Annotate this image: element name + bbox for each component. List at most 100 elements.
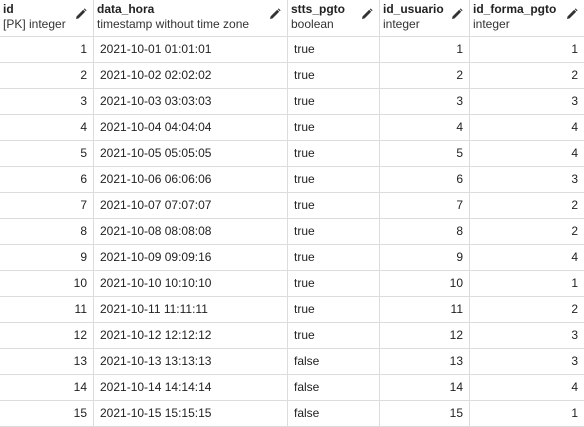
cell-id-forma-pgto[interactable]: 3 bbox=[571, 354, 578, 368]
cell-id[interactable]: 10 bbox=[0, 271, 94, 296]
cell-id-forma-pgto[interactable]: 2 bbox=[571, 302, 578, 316]
cell-id-usuario[interactable]: 7 bbox=[380, 193, 470, 218]
cell-id-usuario[interactable]: 10 bbox=[380, 271, 470, 296]
cell-id-forma-pgto[interactable]: 2 bbox=[571, 198, 578, 212]
cell-data-hora[interactable]: 2021-10-09 09:09:16 bbox=[94, 245, 288, 270]
cell-data-hora[interactable]: 2021-10-04 04:04:04 bbox=[94, 115, 288, 140]
edit-pencil-icon[interactable] bbox=[451, 8, 463, 20]
cell-data-hora[interactable]: 2021-10-05 05:05:05 bbox=[94, 141, 288, 166]
cell-id[interactable]: 9 bbox=[0, 245, 94, 270]
table-row: 14 2021-10-14 14:14:14 false 14 4 bbox=[0, 375, 584, 401]
cell-stts-pgto[interactable]: true bbox=[288, 141, 380, 166]
cell-id[interactable]: 1 bbox=[0, 37, 94, 62]
cell-id-forma-pgto[interactable]: 3 bbox=[571, 94, 578, 108]
cell-stts-pgto[interactable]: true bbox=[288, 297, 380, 322]
column-type: integer bbox=[383, 17, 420, 31]
cell-id-usuario[interactable]: 6 bbox=[380, 167, 470, 192]
cell-id-forma-pgto[interactable]: 2 bbox=[571, 68, 578, 82]
cell-stts-pgto[interactable]: true bbox=[288, 193, 380, 218]
cell-data-hora[interactable]: 2021-10-07 07:07:07 bbox=[94, 193, 288, 218]
cell-id-usuario[interactable]: 11 bbox=[380, 297, 470, 322]
cell-id-usuario[interactable]: 8 bbox=[380, 219, 470, 244]
cell-id[interactable]: 14 bbox=[0, 375, 94, 400]
table-row: 8 2021-10-08 08:08:08 true 8 2 bbox=[0, 219, 584, 245]
cell-id-forma-pgto[interactable]: 4 bbox=[571, 380, 578, 394]
cell-id-forma-pgto[interactable]: 4 bbox=[571, 120, 578, 134]
cell-data-hora[interactable]: 2021-10-03 03:03:03 bbox=[94, 89, 288, 114]
table-row: 2 2021-10-02 02:02:02 true 2 2 bbox=[0, 63, 584, 89]
cell-id-usuario[interactable]: 14 bbox=[380, 375, 470, 400]
table-row: 10 2021-10-10 10:10:10 true 10 1 bbox=[0, 271, 584, 297]
cell-data-hora[interactable]: 2021-10-12 12:12:12 bbox=[94, 323, 288, 348]
cell-id-usuario[interactable]: 9 bbox=[380, 245, 470, 270]
table-row: 7 2021-10-07 07:07:07 true 7 2 bbox=[0, 193, 584, 219]
column-name: id bbox=[3, 2, 14, 16]
cell-data-hora[interactable]: 2021-10-15 15:15:15 bbox=[94, 401, 288, 426]
cell-id-forma-pgto[interactable]: 3 bbox=[571, 328, 578, 342]
edit-pencil-icon[interactable] bbox=[75, 8, 87, 20]
cell-id[interactable]: 8 bbox=[0, 219, 94, 244]
cell-data-hora[interactable]: 2021-10-13 13:13:13 bbox=[94, 349, 288, 374]
cell-stts-pgto[interactable]: true bbox=[288, 115, 380, 140]
cell-stts-pgto[interactable]: true bbox=[288, 323, 380, 348]
cell-stts-pgto[interactable]: true bbox=[288, 271, 380, 296]
cell-id[interactable]: 7 bbox=[0, 193, 94, 218]
cell-data-hora[interactable]: 2021-10-14 14:14:14 bbox=[94, 375, 288, 400]
cell-stts-pgto[interactable]: false bbox=[288, 349, 380, 374]
cell-data-hora[interactable]: 2021-10-06 06:06:06 bbox=[94, 167, 288, 192]
cell-id-usuario[interactable]: 13 bbox=[380, 349, 470, 374]
cell-stts-pgto[interactable]: true bbox=[288, 219, 380, 244]
cell-stts-pgto[interactable]: true bbox=[288, 89, 380, 114]
cell-stts-pgto[interactable]: true bbox=[288, 245, 380, 270]
table-row: 15 2021-10-15 15:15:15 false 15 1 bbox=[0, 401, 584, 427]
table-row: 3 2021-10-03 03:03:03 true 3 3 bbox=[0, 89, 584, 115]
cell-data-hora[interactable]: 2021-10-11 11:11:11 bbox=[94, 297, 288, 322]
cell-stts-pgto[interactable]: true bbox=[288, 63, 380, 88]
cell-id-usuario[interactable]: 12 bbox=[380, 323, 470, 348]
cell-id-usuario[interactable]: 2 bbox=[380, 63, 470, 88]
cell-id-usuario[interactable]: 5 bbox=[380, 141, 470, 166]
cell-stts-pgto[interactable]: true bbox=[288, 37, 380, 62]
cell-id-forma-pgto[interactable]: 4 bbox=[571, 250, 578, 264]
column-header-data-hora[interactable]: data_hora timestamp without time zone bbox=[94, 0, 288, 36]
cell-id[interactable]: 4 bbox=[0, 115, 94, 140]
cell-id-forma-pgto[interactable]: 1 bbox=[571, 42, 578, 56]
column-header-id[interactable]: id [PK] integer bbox=[0, 0, 94, 36]
column-header-id-forma-pgto[interactable]: id_forma_pgto integer bbox=[470, 0, 584, 36]
edit-pencil-icon[interactable] bbox=[269, 8, 281, 20]
cell-id-forma-pgto[interactable]: 4 bbox=[571, 146, 578, 160]
cell-id[interactable]: 5 bbox=[0, 141, 94, 166]
edit-pencil-icon[interactable] bbox=[361, 8, 373, 20]
column-header-stts-pgto[interactable]: stts_pgto boolean bbox=[288, 0, 380, 36]
cell-id-forma-pgto[interactable]: 1 bbox=[571, 406, 578, 420]
cell-data-hora[interactable]: 2021-10-08 08:08:08 bbox=[94, 219, 288, 244]
column-type: boolean bbox=[291, 17, 334, 31]
cell-data-hora[interactable]: 2021-10-02 02:02:02 bbox=[94, 63, 288, 88]
cell-id[interactable]: 12 bbox=[0, 323, 94, 348]
cell-id[interactable]: 15 bbox=[0, 401, 94, 426]
cell-id[interactable]: 2 bbox=[0, 63, 94, 88]
table-row: 12 2021-10-12 12:12:12 true 12 3 bbox=[0, 323, 584, 349]
table-row: 9 2021-10-09 09:09:16 true 9 4 bbox=[0, 245, 584, 271]
cell-data-hora[interactable]: 2021-10-10 10:10:10 bbox=[94, 271, 288, 296]
cell-id-forma-pgto[interactable]: 3 bbox=[571, 172, 578, 186]
cell-stts-pgto[interactable]: false bbox=[288, 375, 380, 400]
table-row: 5 2021-10-05 05:05:05 true 5 4 bbox=[0, 141, 584, 167]
cell-id-usuario[interactable]: 4 bbox=[380, 115, 470, 140]
cell-id-usuario[interactable]: 15 bbox=[380, 401, 470, 426]
cell-id-usuario[interactable]: 1 bbox=[380, 37, 470, 62]
cell-id[interactable]: 6 bbox=[0, 167, 94, 192]
cell-data-hora[interactable]: 2021-10-01 01:01:01 bbox=[94, 37, 288, 62]
column-type: [PK] integer bbox=[3, 17, 66, 31]
column-type: integer bbox=[473, 17, 510, 31]
cell-id[interactable]: 3 bbox=[0, 89, 94, 114]
cell-stts-pgto[interactable]: false bbox=[288, 401, 380, 426]
cell-id-usuario[interactable]: 3 bbox=[380, 89, 470, 114]
cell-id[interactable]: 11 bbox=[0, 297, 94, 322]
column-header-id-usuario[interactable]: id_usuario integer bbox=[380, 0, 470, 36]
cell-id-forma-pgto[interactable]: 2 bbox=[571, 224, 578, 238]
cell-stts-pgto[interactable]: true bbox=[288, 167, 380, 192]
cell-id-forma-pgto[interactable]: 1 bbox=[571, 276, 578, 290]
cell-id[interactable]: 13 bbox=[0, 349, 94, 374]
edit-pencil-icon[interactable] bbox=[566, 8, 578, 20]
